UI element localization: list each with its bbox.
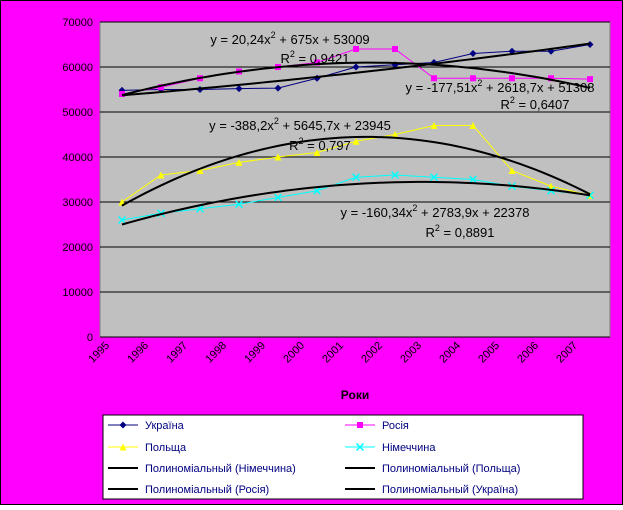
legend [102, 414, 584, 500]
marker [548, 75, 554, 82]
marker [157, 171, 165, 179]
marker [235, 85, 243, 93]
trendline-r2: R2 = 0,9421 [281, 49, 350, 66]
legend-label: Полиноміальный (Україна) [382, 484, 518, 496]
y-tick-label: 70000 [62, 17, 93, 29]
text-part: R [281, 51, 290, 66]
marker [117, 215, 127, 225]
marker [274, 84, 282, 92]
trendline [121, 61, 591, 97]
text-part: + 5645,7x + 23945 [279, 118, 391, 133]
marker [352, 137, 360, 145]
legend-label: Полиноміальный (Росія) [145, 484, 269, 496]
text-part: y = 20,24x [210, 32, 271, 47]
legend-marker [119, 421, 127, 429]
x-axis-title: Роки [341, 388, 369, 402]
text-part: + 2783,9x + 22378 [417, 205, 529, 220]
y-tick-label: 60000 [62, 62, 93, 74]
legend-label: Полиноміальный (Німеччина) [145, 463, 296, 475]
text-part: = 0,797 [304, 138, 351, 153]
trendline-equation: y = -388,2x2 + 5645,7x + 23945 [209, 116, 391, 133]
trendline [121, 42, 591, 97]
marker [430, 122, 438, 129]
marker [119, 91, 125, 97]
legend-label: Німеччина [382, 442, 436, 454]
legend-label: Росія [382, 420, 409, 432]
trendline [121, 135, 591, 207]
marker [352, 63, 360, 71]
superscript: 2 [290, 49, 295, 59]
marker [312, 186, 322, 195]
marker [274, 153, 282, 161]
y-tick-label: 10000 [62, 287, 93, 299]
marker [429, 173, 439, 182]
marker [470, 75, 476, 82]
legend-marker [355, 442, 365, 452]
legend-marker [119, 443, 127, 451]
legend-label: Україна [145, 420, 185, 432]
marker [196, 167, 204, 174]
trendline [121, 180, 591, 226]
marker [587, 76, 593, 83]
marker [353, 46, 359, 52]
marker [392, 46, 398, 52]
marker [158, 84, 164, 91]
text-part: = 0,9421 [295, 51, 350, 66]
superscript: 2 [435, 223, 440, 233]
superscript: 2 [477, 78, 482, 88]
text-part: + 2618,7x + 51308 [482, 80, 594, 95]
superscript: 2 [510, 95, 515, 105]
trendline-equation: y = 20,24x2 + 675x + 53009 [210, 30, 369, 47]
superscript: 2 [271, 30, 276, 40]
marker [390, 170, 400, 180]
marker [314, 59, 320, 66]
legend-label: Польща [145, 442, 187, 454]
trendline-equation: y = -177,51x2 + 2618,7x + 51308 [406, 78, 595, 95]
text-part: = 0,8891 [440, 225, 495, 240]
marker [234, 200, 244, 209]
text-part: R [289, 138, 298, 153]
y-tick-label: 30000 [62, 197, 93, 209]
marker [273, 193, 283, 202]
superscript: 2 [299, 136, 304, 146]
text-part: R [426, 225, 435, 240]
marker [235, 158, 243, 166]
text-part: = 0,6407 [515, 97, 570, 112]
marker [391, 131, 399, 138]
marker [469, 122, 477, 129]
legend-label: Полиноміальный (Польща) [382, 463, 520, 475]
legend-marker [357, 422, 363, 428]
text-part: + 675x + 53009 [276, 32, 370, 47]
superscript: 2 [412, 203, 417, 213]
trendline-r2: R2 = 0,6407 [501, 95, 570, 112]
trendline-r2: R2 = 0,8891 [426, 223, 495, 240]
marker [509, 75, 515, 82]
text-part: R [501, 97, 510, 112]
y-tick-label: 0 [87, 332, 93, 344]
text-part: y = -177,51x [406, 80, 478, 95]
marker [431, 75, 437, 82]
text-part: y = -388,2x [209, 118, 274, 133]
text-part: y = -160,34x [341, 205, 413, 220]
marker [313, 149, 321, 156]
trendline-r2: R2 = 0,797 [289, 136, 351, 153]
marker [468, 175, 478, 184]
y-tick-label: 40000 [62, 152, 93, 164]
y-tick-label: 20000 [62, 242, 93, 254]
marker [469, 50, 477, 57]
y-tick-label: 50000 [62, 107, 93, 119]
superscript: 2 [274, 116, 279, 126]
trendline-equation: y = -160,34x2 + 2783,9x + 22378 [341, 203, 530, 220]
marker [508, 167, 516, 174]
marker [351, 173, 361, 182]
